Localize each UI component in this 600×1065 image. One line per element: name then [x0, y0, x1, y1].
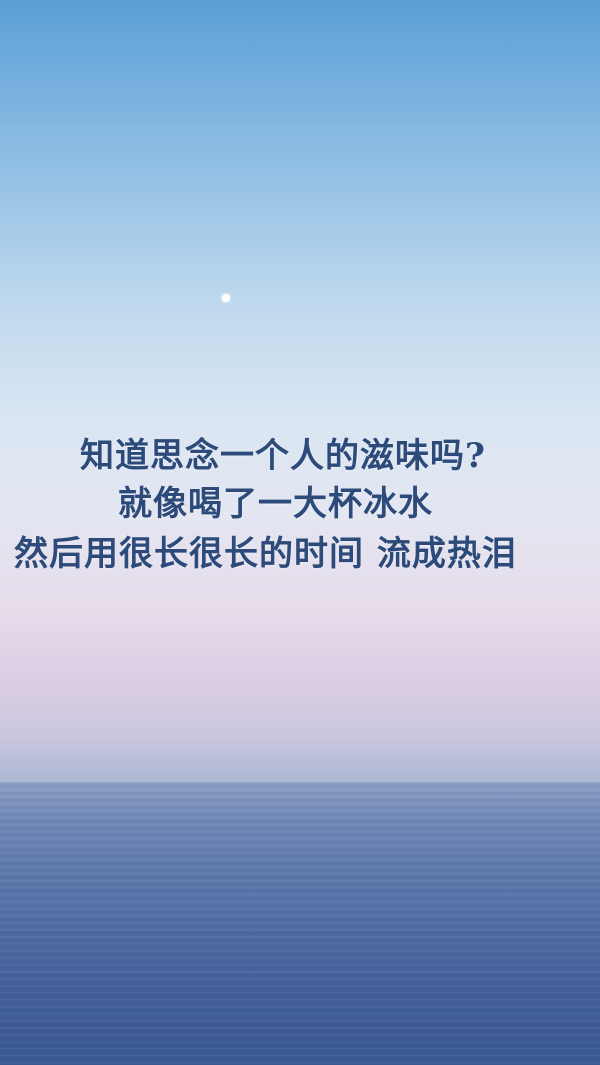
sky	[0, 0, 600, 782]
horizon-haze	[0, 740, 600, 790]
quote-line-3: 然后用很长很长的时间 流成热泪	[14, 534, 517, 574]
quote-line-2: 就像喝了一大杯冰水	[118, 484, 433, 524]
sea-ripples	[0, 782, 600, 1065]
moon	[222, 294, 230, 302]
quote-line-1: 知道思念一个人的滋味吗?	[80, 436, 486, 476]
sea	[0, 782, 600, 1065]
